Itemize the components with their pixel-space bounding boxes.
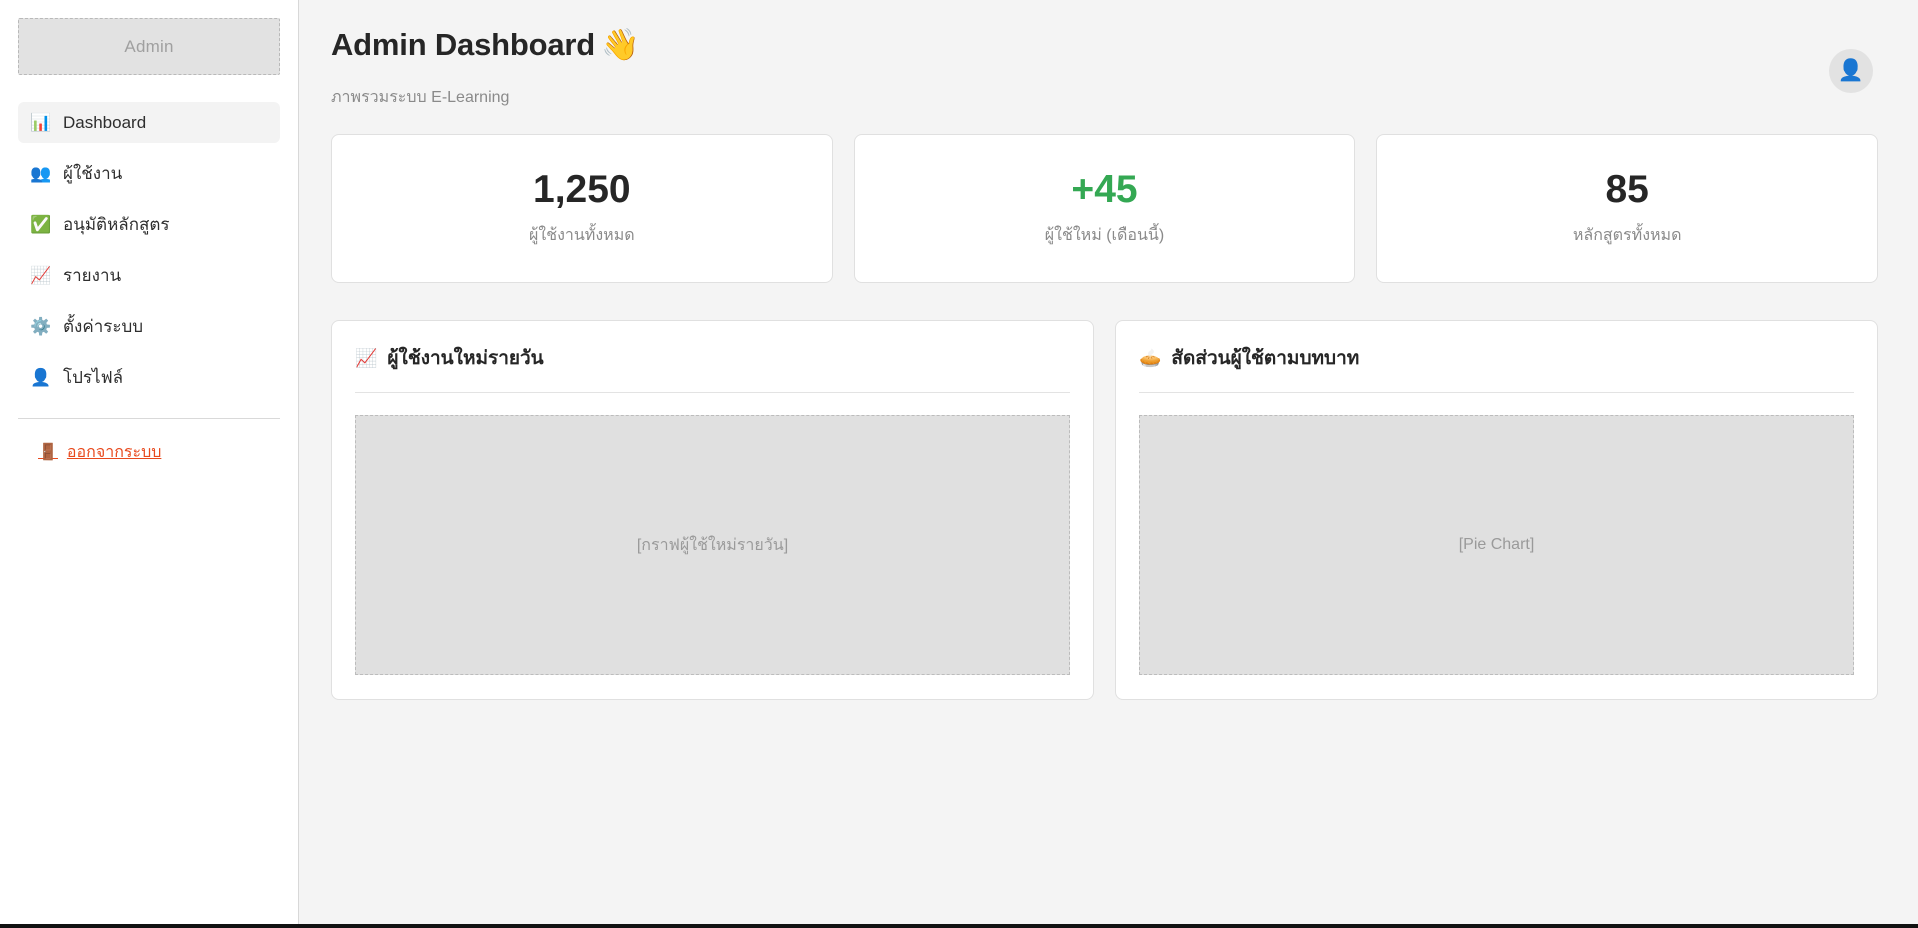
heading-block: Admin Dashboard 👋 ภาพรวมระบบ E-Learning — [331, 22, 640, 110]
stats-row: 1,250 ผู้ใช้งานทั้งหมด +45 ผู้ใช้ใหม่ (เ… — [331, 134, 1879, 284]
sidebar-item-dashboard[interactable]: 📊 Dashboard — [18, 102, 280, 143]
page-subtitle: ภาพรวมระบบ E-Learning — [331, 89, 510, 107]
sidebar-item-profile[interactable]: 👤 โปรไฟล์ — [18, 357, 280, 398]
sidebar-divider — [18, 418, 280, 419]
chart-placeholder-daily-new-users: [กราฟผู้ใช้ใหม่รายวัน] — [355, 415, 1070, 676]
sidebar-item-label: อนุมัติหลักสูตร — [63, 214, 170, 234]
users-icon: 👥 — [30, 164, 52, 183]
waving-hand-icon: 👋 — [600, 27, 640, 62]
sidebar-item-label: ตั้งค่าระบบ — [63, 316, 144, 336]
stat-card-total-courses: 85 หลักสูตรทั้งหมด — [1376, 134, 1879, 284]
bar-chart-icon: 📊 — [30, 113, 52, 132]
person-icon: 👤 — [1837, 59, 1865, 82]
line-chart-icon: 📈 — [30, 266, 52, 285]
logout-button[interactable]: 🚪 ออกจากระบบ — [18, 440, 280, 465]
brand-placeholder: Admin — [18, 18, 280, 75]
sidebar-item-system-settings[interactable]: ⚙️ ตั้งค่าระบบ — [18, 306, 280, 347]
main-content: Admin Dashboard 👋 ภาพรวมระบบ E-Learning 👤… — [299, 0, 1918, 928]
stat-label: ผู้ใช้งานทั้งหมด — [529, 226, 635, 244]
logout-label: ออกจากระบบ — [66, 444, 162, 461]
sidebar-item-approve-courses[interactable]: ✅ อนุมัติหลักสูตร — [18, 204, 280, 245]
panel-daily-new-users: 📈 ผู้ใช้งานใหม่รายวัน [กราฟผู้ใช้ใหม่ราย… — [331, 320, 1094, 701]
stat-label: หลักสูตรทั้งหมด — [1572, 226, 1682, 244]
panel-title-text: ผู้ใช้งานใหม่รายวัน — [387, 348, 544, 370]
panels-row: 📈 ผู้ใช้งานใหม่รายวัน [กราฟผู้ใช้ใหม่ราย… — [331, 320, 1878, 701]
sidebar: Admin 📊 Dashboard 👥 ผู้ใช้งาน ✅ อนุมัติห… — [0, 0, 299, 928]
stat-card-total-users: 1,250 ผู้ใช้งานทั้งหมด — [331, 134, 833, 284]
door-exit-icon: 🚪 — [38, 443, 58, 461]
brand-label: Admin — [124, 36, 174, 56]
sidebar-item-label: ผู้ใช้งาน — [63, 163, 123, 183]
sidebar-item-users[interactable]: 👥 ผู้ใช้งาน — [18, 153, 280, 194]
stat-card-new-users-month: +45 ผู้ใช้ใหม่ (เดือนนี้) — [853, 134, 1356, 284]
sidebar-item-label: รายงาน — [63, 265, 122, 285]
panel-title-text: สัดส่วนผู้ใช้ตามบทบาท — [1171, 348, 1360, 370]
bottom-strip — [0, 924, 1918, 928]
page-title: Admin Dashboard 👋 — [331, 26, 640, 63]
sidebar-item-reports[interactable]: 📈 รายงาน — [18, 255, 280, 296]
sidebar-item-label: Dashboard — [63, 112, 147, 132]
chart-placeholder-label: [กราฟผู้ใช้ใหม่รายวัน] — [636, 536, 789, 554]
panel-title: 📈 ผู้ใช้งานใหม่รายวัน — [355, 343, 1070, 394]
line-chart-icon: 📈 — [355, 348, 378, 369]
stat-value: 85 — [1605, 167, 1649, 211]
panel-users-by-role: 🥧 สัดส่วนผู้ใช้ตามบทบาท [Pie Chart] — [1115, 320, 1878, 701]
avatar[interactable]: 👤 — [1829, 49, 1873, 93]
stat-value: +45 — [1071, 167, 1138, 211]
person-icon: 👤 — [30, 368, 52, 387]
pie-chart-icon: 🥧 — [1139, 348, 1162, 369]
page-title-text: Admin Dashboard — [331, 27, 595, 62]
chart-placeholder-users-by-role: [Pie Chart] — [1139, 415, 1854, 676]
check-mark-icon: ✅ — [30, 215, 52, 234]
gear-icon: ⚙️ — [30, 317, 52, 336]
chart-placeholder-label: [Pie Chart] — [1458, 536, 1535, 554]
stat-label: ผู้ใช้ใหม่ (เดือนนี้) — [1044, 226, 1165, 244]
sidebar-item-label: โปรไฟล์ — [63, 367, 124, 387]
panel-title: 🥧 สัดส่วนผู้ใช้ตามบทบาท — [1139, 343, 1854, 394]
sidebar-nav: 📊 Dashboard 👥 ผู้ใช้งาน ✅ อนุมัติหลักสูต… — [18, 102, 280, 408]
stat-value: 1,250 — [533, 167, 631, 211]
topbar: Admin Dashboard 👋 ภาพรวมระบบ E-Learning 👤 — [331, 22, 1878, 110]
